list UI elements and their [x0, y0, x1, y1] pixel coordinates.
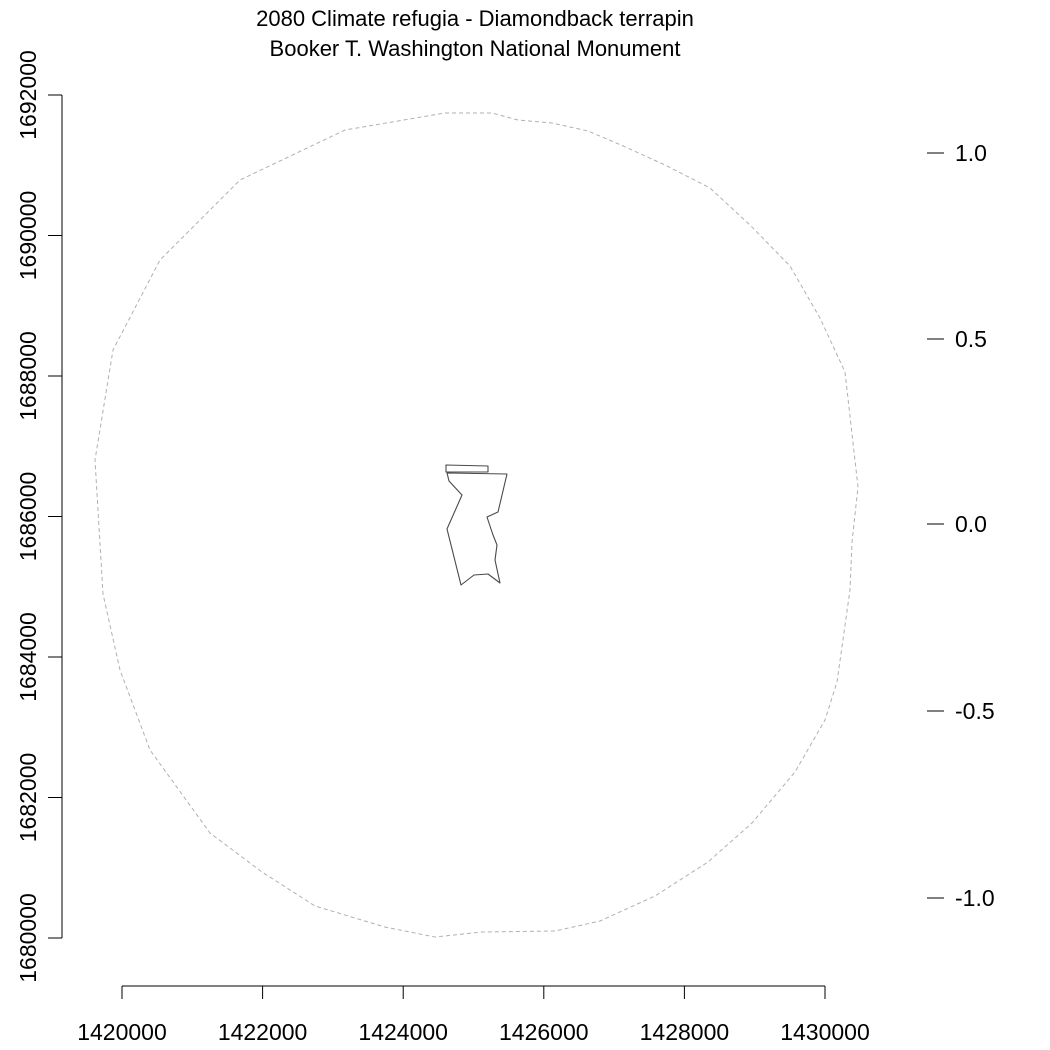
legend-tick-label: 1.0 — [955, 140, 987, 166]
y-tick-label: 1684000 — [15, 612, 41, 702]
legend-tick-labels: -1.0 -0.5 0.0 0.5 1.0 — [955, 140, 995, 911]
plot-title-line1: 2080 Climate refugia - Diamondback terra… — [256, 6, 694, 31]
park-boundary-north-strip — [445, 464, 489, 473]
legend-tick-label: 0.5 — [955, 326, 987, 352]
legend-tick-label: -1.0 — [955, 885, 995, 911]
y-tick-label: 1682000 — [15, 753, 41, 843]
legend-tick-label: -0.5 — [955, 698, 995, 724]
x-tick-label: 1424000 — [358, 1019, 448, 1045]
x-tick-label: 1420000 — [77, 1019, 167, 1045]
y-axis-tick-marks — [48, 94, 62, 939]
x-tick-label: 1426000 — [499, 1019, 589, 1045]
y-axis-tick-labels: 1680000 1682000 1684000 1686000 1688000 … — [15, 50, 41, 983]
x-tick-label: 1428000 — [640, 1019, 730, 1045]
map-layers — [94, 112, 859, 938]
y-tick-label: 1680000 — [15, 893, 41, 983]
y-tick-label: 1690000 — [15, 191, 41, 281]
legend-tick-label: 0.0 — [955, 511, 987, 537]
x-tick-label: 1430000 — [780, 1019, 870, 1045]
x-axis-tick-marks — [121, 986, 826, 999]
plot-title-line2: Booker T. Washington National Monument — [270, 36, 681, 61]
legend-scale: -1.0 -0.5 0.0 0.5 1.0 — [927, 140, 995, 911]
buffer-circle — [94, 112, 859, 938]
x-tick-label: 1422000 — [218, 1019, 308, 1045]
y-axis: 1680000 1682000 1684000 1686000 1688000 … — [15, 50, 63, 983]
park-boundary-main — [446, 472, 508, 586]
y-tick-label: 1692000 — [15, 50, 41, 140]
x-axis-tick-labels: 1420000 1422000 1424000 1426000 1428000 … — [77, 1019, 870, 1045]
y-tick-label: 1688000 — [15, 331, 41, 421]
x-axis: 1420000 1422000 1424000 1426000 1428000 … — [77, 985, 870, 1045]
y-tick-label: 1686000 — [15, 472, 41, 562]
legend-tick-marks — [927, 152, 944, 899]
